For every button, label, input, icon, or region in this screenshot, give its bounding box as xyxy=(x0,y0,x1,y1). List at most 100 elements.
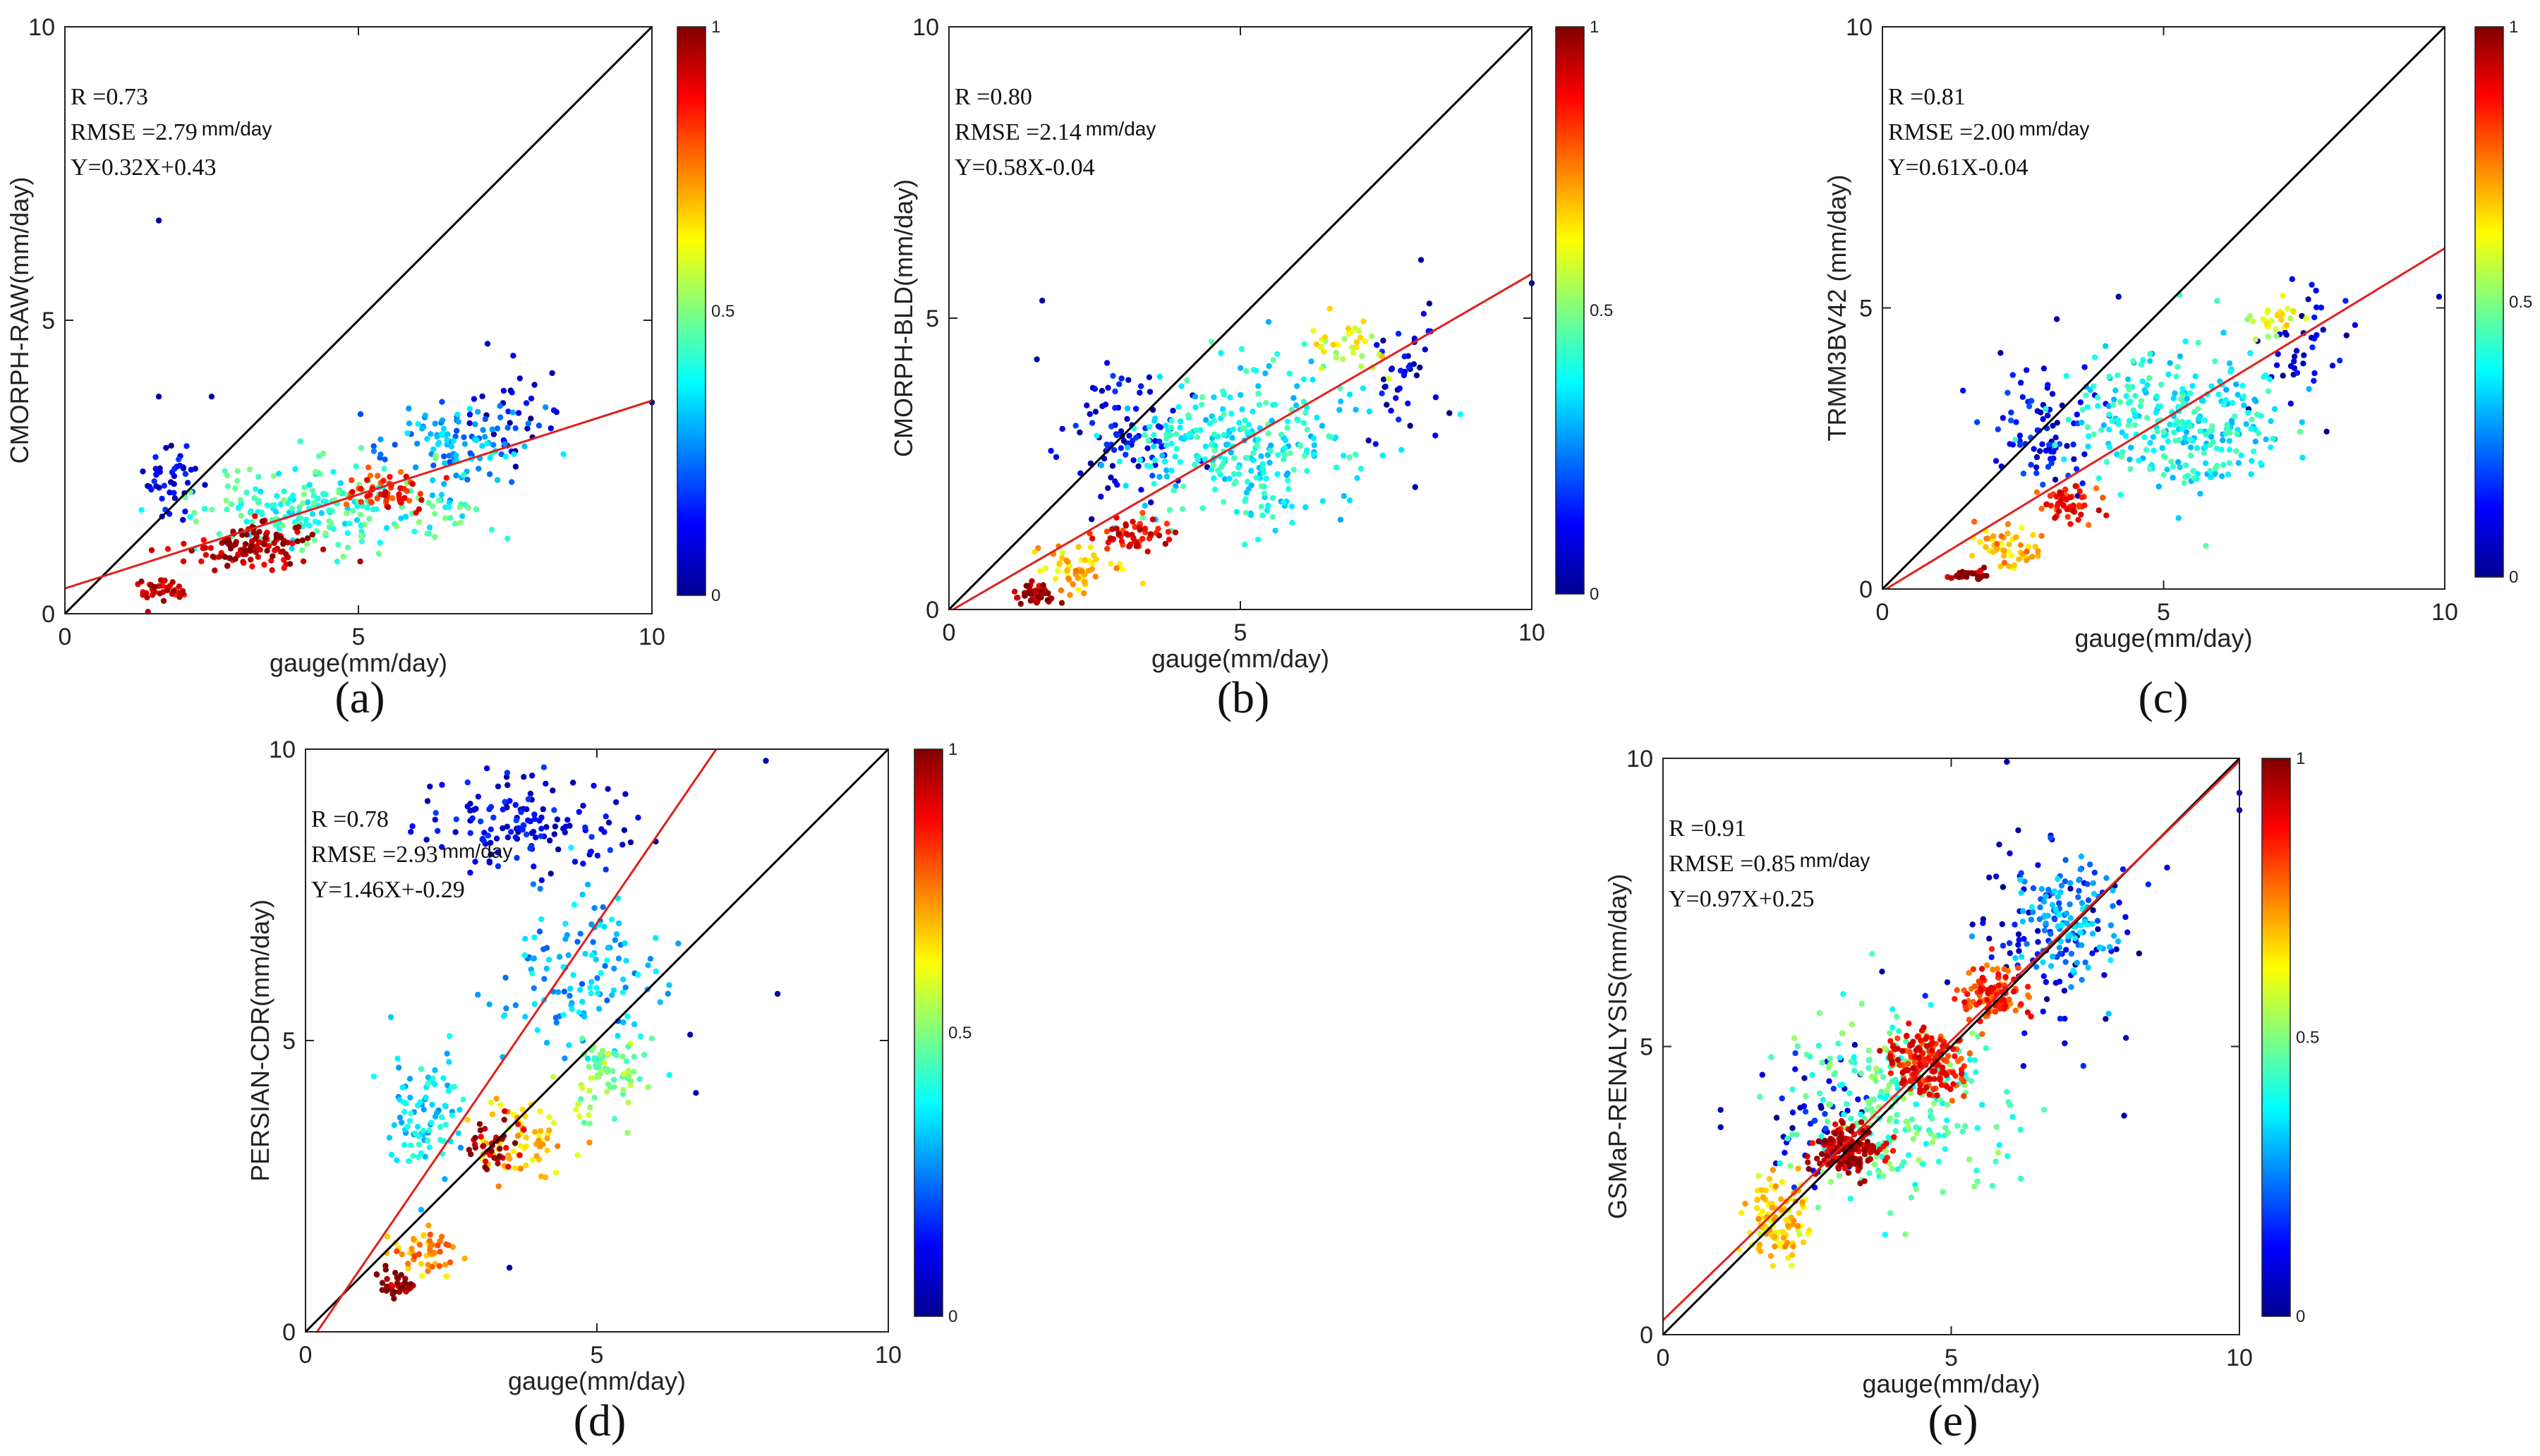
scatter-point xyxy=(1341,493,1348,499)
scatter-point xyxy=(576,808,582,815)
scatter-point xyxy=(1064,567,1071,574)
scatter-point xyxy=(1109,526,1115,533)
scatter-point xyxy=(2079,494,2086,501)
scatter-point xyxy=(2062,1015,2068,1022)
scatter-point xyxy=(222,554,229,560)
scatter-point xyxy=(1827,1179,1834,1185)
scatter-point xyxy=(171,588,177,594)
scatter-point xyxy=(2147,439,2153,446)
scatter-point xyxy=(1967,1057,1973,1063)
scatter-point xyxy=(1994,545,2000,552)
scatter-point xyxy=(2146,375,2153,382)
scatter-point xyxy=(588,1075,595,1081)
scatter-point xyxy=(2033,454,2040,461)
scatter-point xyxy=(343,510,350,516)
scatter-point xyxy=(619,989,627,995)
scatter-point xyxy=(622,984,629,991)
scatter-point xyxy=(2009,372,2016,378)
scatter-point xyxy=(1260,469,1267,476)
scatter-point xyxy=(601,829,607,835)
scatter-point xyxy=(202,552,210,558)
scatter-point xyxy=(2016,442,2024,448)
scatter-point xyxy=(1228,411,1235,417)
scatter-point xyxy=(515,1121,521,1127)
scatter-point xyxy=(1354,475,1360,481)
scatter-point xyxy=(631,1021,638,1028)
scatter-point xyxy=(422,1153,428,1160)
scatter-point xyxy=(249,518,255,526)
scatter-point xyxy=(2064,514,2071,520)
scatter-point xyxy=(1289,519,1295,526)
scatter-point xyxy=(2073,466,2080,473)
scatter-point xyxy=(523,1134,529,1141)
scatter-point xyxy=(2191,475,2198,481)
scatter-point xyxy=(1365,437,1372,444)
scatter-point xyxy=(432,420,438,427)
scatter-point xyxy=(384,1233,391,1240)
stat-fit: Y=0.97X+0.25 xyxy=(1669,886,1814,912)
scatter-point xyxy=(2056,508,2062,514)
scatter-point xyxy=(2177,464,2183,471)
scatter-point xyxy=(2061,988,2068,994)
scatter-point xyxy=(2102,343,2109,349)
scatter-point xyxy=(1966,1050,1973,1057)
scatter-point xyxy=(635,971,641,978)
scatter-point xyxy=(531,382,538,388)
scatter-point xyxy=(1293,402,1300,408)
scatter-point xyxy=(1256,401,1263,408)
scatter-point xyxy=(2250,318,2256,324)
scatter-point xyxy=(377,436,384,442)
scatter-point xyxy=(2147,351,2153,357)
scatter-point xyxy=(2293,348,2300,354)
scatter-point xyxy=(304,499,311,506)
scatter-points xyxy=(1717,758,2243,1269)
scatter-point xyxy=(509,389,515,396)
scatter-point xyxy=(2009,1114,2016,1120)
scatter-point xyxy=(1113,432,1120,439)
scatter-point xyxy=(2079,976,2085,983)
scatter-point xyxy=(464,476,471,483)
scatter-point xyxy=(298,515,304,521)
scatter-point xyxy=(2017,542,2024,548)
scatter-point xyxy=(2037,904,2043,911)
scatter-point xyxy=(569,1006,575,1012)
colorbar-tick: 0.5 xyxy=(1590,301,1613,320)
scatter-point xyxy=(582,824,588,831)
scatter-point xyxy=(1233,509,1240,515)
y-tick-label: 10 xyxy=(1846,14,1873,41)
scatter-point xyxy=(540,806,546,813)
scatter-point xyxy=(1102,401,1109,408)
scatter-point xyxy=(1360,385,1367,392)
scatter-point xyxy=(1156,373,1163,380)
scatter-point xyxy=(1300,420,1307,426)
scatter-point xyxy=(1923,1043,1930,1050)
scatter-point xyxy=(1045,590,1051,597)
scatter-point xyxy=(2028,1013,2034,1020)
panel-a: 0 5 10 0 5 10 gauge(mm/day) CMORPH-RAW(m… xyxy=(5,14,734,722)
scatter-point xyxy=(171,466,178,472)
scatter-point xyxy=(1220,406,1226,413)
scatter-point xyxy=(1964,991,1971,997)
scatter-point xyxy=(1109,463,1116,469)
scatter-point xyxy=(309,487,316,494)
scatter-point xyxy=(2231,413,2238,420)
scatter-point xyxy=(2268,317,2275,324)
scatter-point xyxy=(344,545,351,551)
scatter-point xyxy=(1995,971,2002,978)
scatter-point xyxy=(2024,1009,2031,1016)
scatter-point xyxy=(608,916,615,923)
scatter-point xyxy=(2030,909,2036,916)
scatter-point xyxy=(2047,492,2054,499)
scatter-point xyxy=(1059,555,1065,562)
scatter-point xyxy=(1130,457,1137,463)
stat-rmse: RMSE =2.00 xyxy=(1888,119,2015,145)
scatter-point xyxy=(2127,466,2134,472)
scatter-point xyxy=(246,466,253,473)
scatter-point xyxy=(1036,588,1044,595)
scatter-point xyxy=(2068,984,2074,990)
scatter-point xyxy=(1969,570,1976,577)
scatter-point xyxy=(1220,461,1226,467)
scatter-point xyxy=(1110,372,1116,379)
scatter-point xyxy=(1755,1172,1762,1179)
scatter-point xyxy=(1952,995,1958,1002)
